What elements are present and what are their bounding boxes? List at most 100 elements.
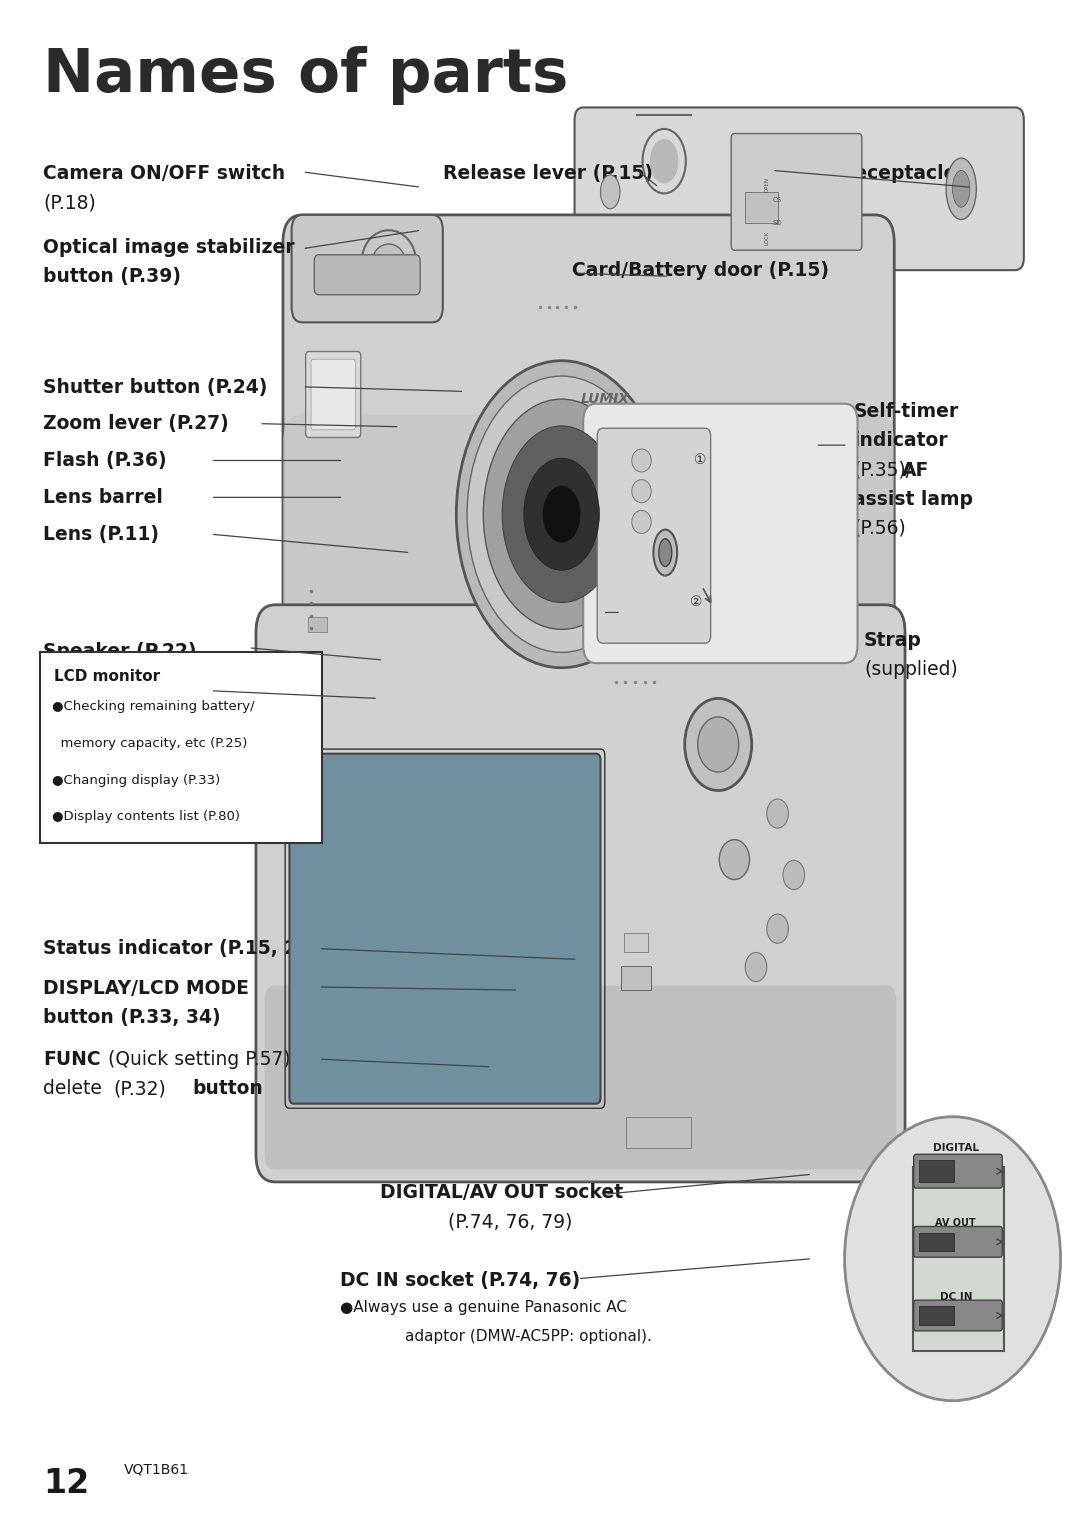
Text: AV OUT: AV OUT [935,1219,976,1228]
FancyBboxPatch shape [283,215,894,669]
Bar [913,1167,1004,1351]
Ellipse shape [632,448,651,473]
Ellipse shape [698,717,739,772]
Text: indicator: indicator [853,431,948,450]
Text: CS: CS [773,196,782,203]
FancyBboxPatch shape [40,652,322,843]
Text: DIGITAL: DIGITAL [933,1144,978,1153]
Text: ●Display contents list (P.80): ●Display contents list (P.80) [52,810,240,823]
Text: Card/Battery door (P.15): Card/Battery door (P.15) [572,261,829,279]
Text: Microphone: Microphone [43,685,167,703]
Ellipse shape [632,479,651,502]
Text: LCD monitor: LCD monitor [54,669,160,685]
Text: Status indicator (P.15, 24): Status indicator (P.15, 24) [43,939,319,958]
Text: button: button [192,1079,264,1098]
Ellipse shape [685,698,752,791]
Text: Strap: Strap [864,631,922,649]
Ellipse shape [767,913,788,942]
Text: (P.56): (P.56) [853,519,906,537]
Bar [919,1160,954,1182]
Ellipse shape [953,170,970,207]
Ellipse shape [502,425,621,603]
Text: LOCK: LOCK [765,230,769,246]
Text: (P.32): (P.32) [113,1079,166,1098]
Text: SD: SD [773,220,782,226]
Bar [624,933,648,952]
FancyBboxPatch shape [289,754,600,1104]
FancyBboxPatch shape [314,255,420,295]
Bar [745,192,778,223]
Text: (P.35)/: (P.35)/ [853,460,913,479]
Text: button (P.33, 34): button (P.33, 34) [43,1008,220,1027]
FancyBboxPatch shape [306,352,361,437]
Text: AF: AF [902,460,929,479]
FancyBboxPatch shape [914,1300,1002,1331]
Text: LUMIX: LUMIX [580,391,630,407]
Text: DC IN socket (P.74, 76): DC IN socket (P.74, 76) [340,1271,580,1289]
Ellipse shape [468,376,657,652]
Text: assist lamp: assist lamp [853,490,973,508]
FancyBboxPatch shape [256,605,905,1182]
Text: button (P.39): button (P.39) [43,267,181,286]
Text: adaptor (DMW-AC5PP: optional).: adaptor (DMW-AC5PP: optional). [405,1329,652,1345]
Bar [621,966,651,990]
Text: FUNC: FUNC [43,1050,100,1068]
Ellipse shape [650,140,678,183]
Ellipse shape [524,457,599,569]
Ellipse shape [845,1117,1061,1400]
Ellipse shape [719,840,750,880]
Ellipse shape [745,952,767,982]
Text: ①: ① [693,453,706,468]
Text: Speaker (P.22): Speaker (P.22) [43,642,197,660]
Text: Lens (P.11): Lens (P.11) [43,525,159,543]
Text: Strap eyelet: Strap eyelet [632,603,762,622]
Text: (Quick setting P.57)/: (Quick setting P.57)/ [108,1050,297,1068]
Bar [626,1117,691,1148]
Ellipse shape [543,485,581,542]
FancyBboxPatch shape [914,1226,1002,1257]
Text: DC IN: DC IN [940,1292,972,1302]
FancyBboxPatch shape [597,428,711,643]
Bar [308,617,327,632]
Ellipse shape [659,539,672,566]
FancyBboxPatch shape [914,1154,1002,1188]
Text: delete: delete [43,1079,103,1098]
Text: Tripod receptacle: Tripod receptacle [772,164,957,183]
FancyBboxPatch shape [311,359,355,430]
Text: Release lever (P.15): Release lever (P.15) [443,164,652,183]
Text: ●Always use a genuine Panasonic AC: ●Always use a genuine Panasonic AC [340,1300,627,1315]
FancyBboxPatch shape [265,985,896,1170]
FancyBboxPatch shape [283,414,894,669]
FancyBboxPatch shape [583,404,858,663]
Ellipse shape [373,244,405,278]
Text: ●Checking remaining battery/: ●Checking remaining battery/ [52,700,255,712]
Text: (P.18): (P.18) [43,193,96,212]
Text: Shutter button (P.24): Shutter button (P.24) [43,378,268,396]
Text: ②: ② [690,594,703,609]
Text: Camera ON/OFF switch: Camera ON/OFF switch [43,164,285,183]
Text: DISPLAY/LCD MODE: DISPLAY/LCD MODE [43,979,249,998]
FancyBboxPatch shape [731,134,862,250]
FancyBboxPatch shape [575,107,1024,270]
Text: 12: 12 [43,1467,90,1500]
Ellipse shape [767,798,788,829]
Text: Names of parts: Names of parts [43,46,568,104]
Ellipse shape [653,530,677,576]
Text: Self-timer: Self-timer [853,402,958,421]
FancyBboxPatch shape [292,215,443,322]
Text: OPEN: OPEN [765,177,769,192]
Ellipse shape [484,399,639,629]
Text: Flash (P.36): Flash (P.36) [43,451,166,470]
Text: (P.47, 53, 70): (P.47, 53, 70) [43,714,167,732]
Text: Zoom lever (P.27): Zoom lever (P.27) [43,414,229,433]
Ellipse shape [783,860,805,890]
Text: DIGITAL/AV OUT socket: DIGITAL/AV OUT socket [380,1183,623,1202]
Ellipse shape [600,175,620,209]
Ellipse shape [632,510,651,534]
Text: ●Changing display (P.33): ●Changing display (P.33) [52,774,220,786]
Ellipse shape [457,361,667,668]
Bar [919,1233,954,1251]
Text: Lens barrel: Lens barrel [43,488,163,507]
Bar [919,1306,954,1325]
Ellipse shape [946,158,976,220]
